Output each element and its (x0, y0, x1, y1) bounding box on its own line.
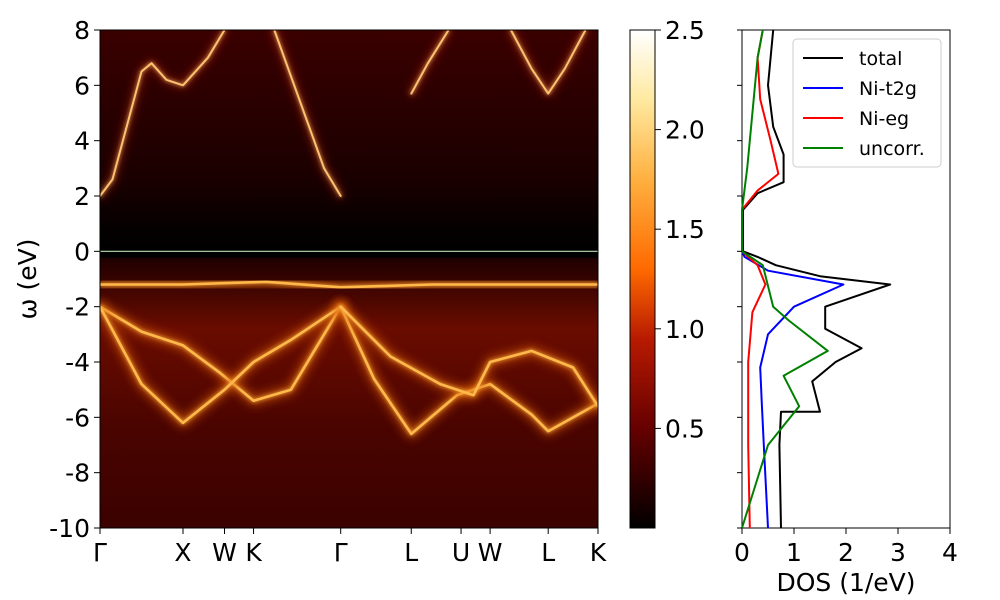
heatmap-y-tick-label: 0 (74, 237, 90, 266)
band-gap_conduction (100, 30, 226, 197)
heatmap-frame (99, 29, 599, 529)
kpoint-label: U (452, 538, 470, 567)
band-gamma_mid (339, 305, 598, 408)
band-L2_band (509, 30, 587, 95)
heatmap-y-tick-label: -2 (65, 293, 90, 322)
legend-label: Ni-eg (859, 108, 909, 130)
band-gamma_parabola (273, 30, 342, 197)
band-L_band (410, 30, 450, 95)
dos-x-tick-label: 2 (838, 538, 854, 567)
colorbar-tick-label: 2.0 (665, 116, 705, 145)
heatmap-y-tick-label: 6 (74, 71, 90, 100)
band-v_lower (100, 305, 342, 425)
heatmap-y-tick-label: -4 (65, 348, 90, 377)
heatmap-y-tick-label: 4 (74, 127, 90, 156)
dos-x-tick-label: 3 (890, 538, 906, 567)
kpoint-label: X (174, 538, 191, 567)
kpoint-label: W (478, 538, 503, 567)
dos-x-tick-label: 4 (942, 538, 958, 567)
legend-label: total (859, 48, 902, 70)
heatmap-y-tick-label: -8 (65, 459, 90, 488)
heatmap-y-tick-label: -10 (49, 514, 90, 543)
dos-x-tick-label: 1 (786, 538, 802, 567)
kpoint-label: L (541, 538, 555, 567)
band-v_upper (100, 305, 342, 402)
kpoint-label: W (212, 538, 237, 567)
legend-label: Ni-t2g (859, 78, 917, 100)
dos-x-tick-label: 0 (734, 538, 750, 567)
heatmap-background (100, 30, 598, 528)
kpoint-label: K (590, 538, 607, 567)
kpoint-label: L (404, 538, 418, 567)
band-flat_top (100, 280, 598, 289)
heatmap-y-tick-label: 2 (74, 182, 90, 211)
legend-box (792, 38, 942, 168)
kpoint-label: Γ (93, 538, 107, 567)
heatmap-y-tick-label: 8 (74, 16, 90, 45)
colorbar: 2.5 2.0 1.5 1.0 0.5 (629, 16, 705, 529)
colorbar-tick-label: 2.5 (665, 16, 705, 45)
colorbar-gradient (629, 29, 656, 529)
legend-label: uncorr. (859, 138, 925, 160)
dos-line-uncorr- (741, 29, 829, 529)
heatmap-y-axis-label: ω (eV) (13, 239, 42, 320)
dos-line-total (742, 29, 892, 529)
kpoint-label: Γ (334, 538, 348, 567)
colorbar-tick-label: 1.5 (665, 215, 705, 244)
legend: total Ni-t2g Ni-eg uncorr. (792, 38, 942, 168)
dos-plot: 0 1 2 3 4 DOS (1/eV) total Ni-t2g Ni-eg uncorr. (734, 29, 958, 597)
colorbar-tick-label: 1.0 (665, 315, 705, 344)
colorbar-tick-label: 0.5 (665, 414, 705, 443)
kpoint-label: K (245, 538, 262, 567)
dos-x-axis-label: DOS (1/eV) (776, 568, 915, 597)
heatmap-y-tick-label: -6 (65, 403, 90, 432)
